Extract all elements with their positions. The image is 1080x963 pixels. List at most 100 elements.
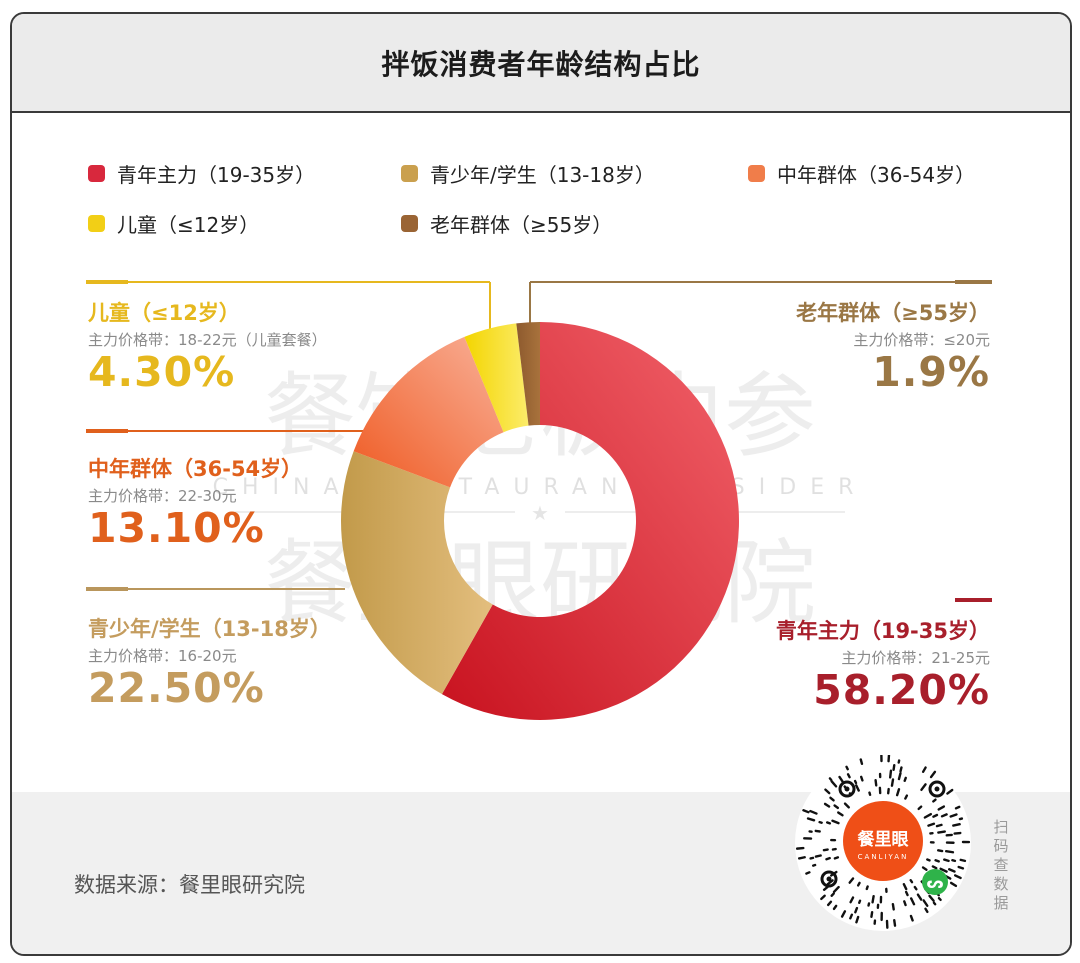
qr-code[interactable]: 餐里眼 CANLIYAN ᔕ [795,753,971,931]
qr-module [909,914,914,922]
qr-module [891,903,895,911]
qr-module [870,910,874,919]
legend-label: 青少年/学生（13-18岁） [430,163,655,187]
qr-module [812,863,817,867]
qr-module [833,856,840,860]
qr-module [904,794,909,800]
qr-module [825,821,832,825]
annotation-pct: 58.20% [813,666,990,714]
qr-module [931,865,938,870]
qr-module [855,915,860,924]
qr-module [859,758,864,766]
annotation-price: 主力价格带：22-30元 [88,487,237,505]
qr-module [913,885,918,891]
qr-module [959,858,967,863]
slice-middle [353,336,504,488]
legend-swatch [401,215,418,232]
qr-module [948,868,956,873]
qr-module [921,766,927,773]
qr-module [954,874,962,880]
donut-slices [341,322,739,720]
qr-module [860,775,864,782]
qr-module [830,892,835,897]
annotation-elder: 老年群体（≥55岁） 主力价格带：≤20元 1.9% [796,297,990,396]
qr-module [845,765,849,771]
legend-item-middle: 中年群体（36-54岁） [748,159,975,188]
qr-module [937,830,946,834]
qr-module [825,856,831,861]
qr-module [890,778,895,787]
qr-module [902,883,908,891]
annotation-price: 主力价格带：≤20元 [853,331,990,349]
qr-module [832,904,838,911]
qr-module [943,858,950,863]
annotation-name: 儿童（≤12岁） [88,301,240,325]
annotation-child: 儿童（≤12岁） 主力价格带：18-22元（儿童套餐） 4.30% [88,297,327,396]
annotation-name: 青少年/学生（13-18岁） [88,617,331,641]
qr-module [828,777,833,782]
qr-module [923,812,933,819]
annotation-name: 青年主力（19-35岁） [775,619,990,643]
qr-module [871,895,875,904]
qr-module [874,779,878,787]
qr-module [893,919,897,927]
qr-module [944,849,955,854]
qr-module [922,899,929,907]
qr-module [858,899,862,904]
qr-module [829,796,835,802]
qr-module [953,831,962,835]
legend-swatch [748,165,765,182]
qr-module [904,890,909,897]
qr-module [802,809,810,814]
legend-label: 儿童（≤12岁） [117,213,260,237]
qr-module [865,885,869,891]
qr-logo [843,801,923,881]
qr-module [928,894,935,902]
annotation-young: 青年主力（19-35岁） 主力价格带：21-25元 58.20% [776,615,990,714]
qr-module [840,910,847,918]
legend-item-young: 青年主力（19-35岁） [88,159,315,188]
qr-module [820,894,826,901]
qr-module [954,805,961,810]
qr-module [833,804,840,810]
qr-module [932,813,939,818]
qr-module [897,772,902,781]
qr-module [806,817,816,822]
qr-module [824,788,831,795]
slice-young [441,322,739,720]
qr-module [895,788,901,797]
qr-module [853,779,858,785]
annotation-name: 老年群体（≥55岁） [796,301,990,325]
qr-module [849,913,854,920]
qr-module [856,881,861,887]
qr-module [818,820,823,824]
qr-module [822,885,829,891]
qr-module [814,854,822,858]
slice-child [464,323,529,433]
qr-module [892,763,896,771]
mini-program-icon [922,869,948,895]
qr-module [805,871,811,875]
qr-module [814,829,821,833]
qr-module [832,885,840,894]
qr-module [937,805,946,811]
slice-teen [341,451,493,695]
qr-module [855,784,860,792]
qr-module [924,907,929,914]
qr-module [903,900,907,907]
legend-item-elder: 老年群体（≥55岁） [401,209,612,238]
annotation-pct: 4.30% [88,348,236,396]
qr-module [946,788,954,795]
qr-module [929,770,937,779]
qr-module [854,906,859,914]
legend-label: 青年主力（19-35岁） [117,163,316,187]
slice-elder [516,322,540,426]
annotation-teen: 青少年/学生（13-18岁） 主力价格带：16-20元 22.50% [88,613,331,712]
legend-label: 老年群体（≥55岁） [430,213,613,237]
annotation-price: 主力价格带：18-22元（儿童套餐） [88,331,327,349]
legend-swatch [88,165,105,182]
header-bar: 拌饭消费者年龄结构占比 [12,14,1070,113]
qr-module [921,866,928,871]
qr-module [927,822,936,827]
